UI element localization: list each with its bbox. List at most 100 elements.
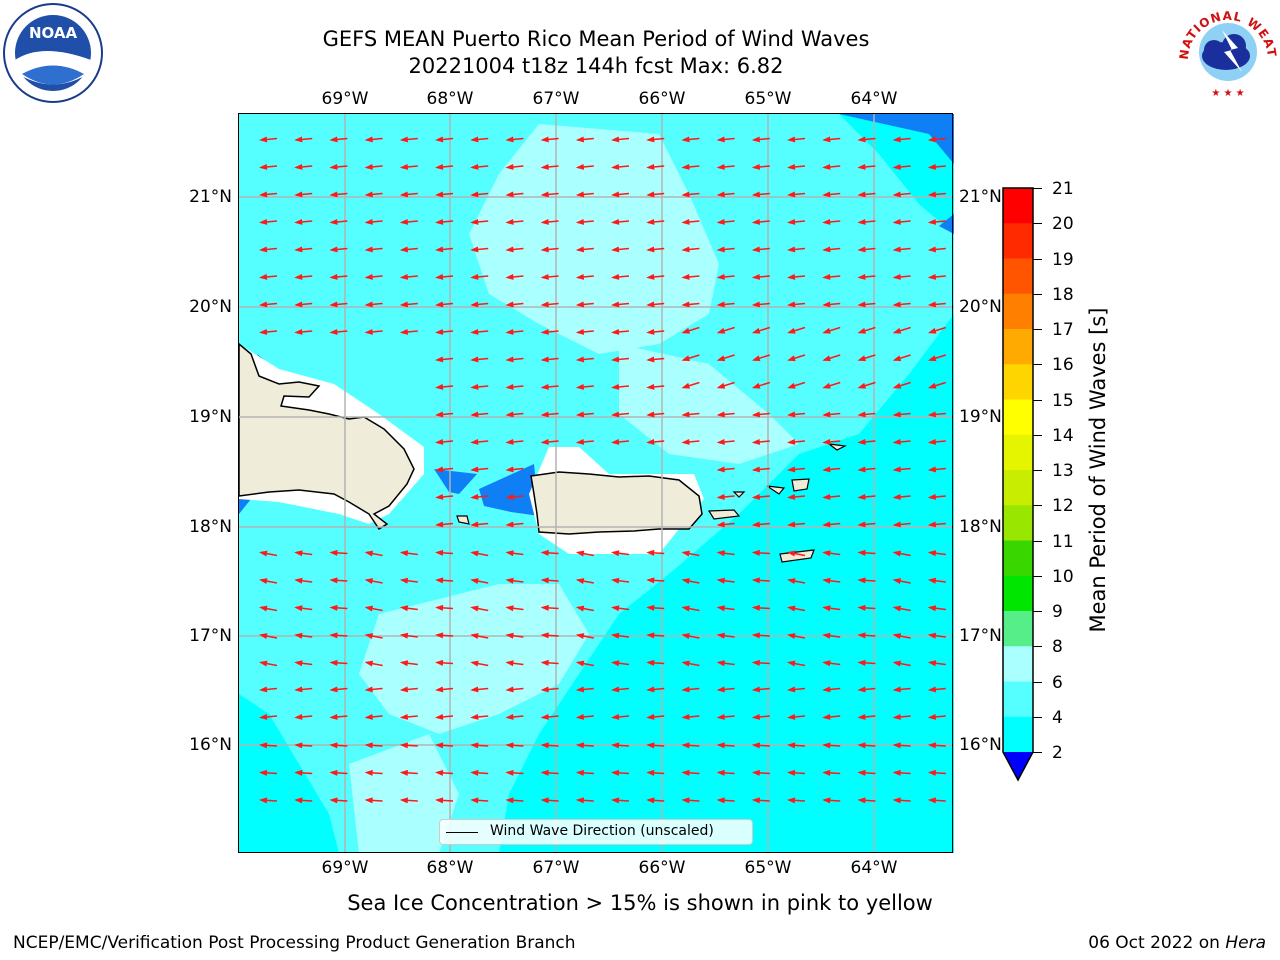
wind-wave-arrowhead [716,550,725,557]
wind-wave-arrowhead [857,604,866,611]
wind-wave-arrowhead [751,273,761,280]
wind-wave-arrowhead [681,273,690,280]
wind-wave-arrowhead [540,383,549,390]
wind-wave-arrowhead [681,246,690,253]
wind-wave-arrowhead [787,769,796,776]
wind-wave-arrowhead [927,191,937,198]
wind-wave-arrowhead [540,797,549,804]
colorbar [1002,187,1034,782]
wind-wave-arrowhead [294,163,303,170]
wind-wave-arrowhead [329,659,338,666]
wind-wave-arrowhead [857,521,866,528]
wind-wave-arrowhead [892,301,901,308]
y-tick-left: 16°N [189,735,232,755]
wind-wave-arrowhead [294,550,303,557]
wind-wave-arrowhead [681,605,690,612]
wind-wave-arrowhead [927,493,937,500]
wind-wave-arrowhead [857,797,866,804]
wind-wave-arrowhead [505,577,514,584]
wind-wave-arrowhead [646,769,655,776]
wind-wave-arrowhead [716,382,726,389]
wind-wave-arrowhead [681,382,691,389]
wind-wave-arrowhead [505,163,514,170]
wind-wave-arrowhead [294,136,303,143]
colorbar-band [1003,258,1033,295]
wind-wave-arrowhead [294,797,303,804]
wind-wave-arrowhead [927,301,937,308]
wind-wave-arrowhead [857,191,866,198]
wind-wave-arrowhead [259,713,268,720]
wind-wave-arrowhead [294,713,303,720]
wind-wave-arrowhead [259,633,268,640]
colorbar-tick-label: 16 [1052,355,1074,376]
wind-wave-arrowhead [575,163,585,170]
x-tick-bottom: 64°W [850,858,898,878]
wind-wave-arrowhead [435,797,444,804]
wind-wave-arrowhead [751,163,761,170]
wind-wave-arrowhead [259,742,268,749]
wind-wave-arrowhead [787,686,796,693]
wind-wave-arrowhead [399,191,409,198]
wind-wave-arrowhead [927,246,937,253]
y-tick-left: 17°N [189,626,232,646]
wind-wave-arrowhead [751,797,760,804]
wind-wave-arrowhead [646,273,655,280]
wind-wave-arrowhead [575,356,585,363]
wind-wave-arrowhead [435,604,444,611]
wind-wave-arrowhead [329,301,338,308]
wind-wave-arrowhead [470,713,479,720]
wind-wave-arrowhead [611,218,620,225]
wind-wave-arrowhead [716,438,725,445]
wind-wave-arrowhead [540,273,549,280]
wind-wave-arrowhead [575,633,585,640]
wind-wave-arrowhead [611,713,620,720]
wind-wave-arrowhead [575,742,584,749]
wind-wave-arrowhead [540,411,549,418]
wind-wave-arrowhead [611,411,620,418]
wind-wave-arrowhead [435,549,444,556]
wind-wave-arrowhead [540,246,549,253]
wind-wave-arrowhead [716,191,725,198]
y-tick-right: 20°N [959,297,1002,317]
y-tick-right: 16°N [959,735,1002,755]
colorbar-tick-label: 21 [1052,179,1074,199]
wind-wave-arrowhead [399,246,409,253]
wind-wave-arrowhead [611,301,620,308]
wind-wave-arrowhead [716,713,725,720]
x-tick-bottom: 66°W [638,858,686,878]
wind-wave-arrowhead [681,633,690,640]
wind-wave-arrowhead [927,411,937,418]
wind-wave-arrowhead [435,466,444,473]
wind-wave-arrowhead [435,493,444,500]
wind-wave-arrowhead [540,356,549,363]
wind-wave-arrowhead [470,578,479,585]
wind-wave-arrowhead [470,301,479,308]
wind-wave-arrowhead [787,578,796,585]
wind-wave-arrowhead [716,660,725,667]
wind-wave-arrowhead [892,246,901,253]
wind-wave-arrowhead [927,521,937,528]
wind-wave-arrowhead [646,686,655,693]
wind-wave-arrowhead [611,328,620,335]
wind-wave-arrowhead [364,605,374,612]
graticule [239,114,954,853]
wind-wave-arrows [259,136,947,804]
wind-wave-arrowhead [435,356,444,363]
wind-wave-arrowhead [399,328,409,335]
wind-wave-arrowhead [716,163,725,170]
wind-wave-arrowhead [399,686,409,693]
wind-wave-arrowhead [646,713,655,720]
wind-wave-arrowhead [716,742,725,749]
wind-wave-arrowhead [259,550,268,557]
y-tick-left: 21°N [189,187,232,207]
wind-wave-arrowhead [892,742,901,749]
wind-wave-arrowhead [259,163,268,170]
wind-wave-arrowhead [540,301,549,308]
wind-wave-arrowhead [857,438,866,445]
wind-wave-arrowhead [716,797,725,804]
wind-wave-arrowhead [681,686,690,693]
x-tick-top: 68°W [426,89,474,109]
colorbar-band [1003,575,1033,612]
wind-wave-arrowhead [575,273,585,280]
wind-wave-arrowhead [892,521,901,528]
